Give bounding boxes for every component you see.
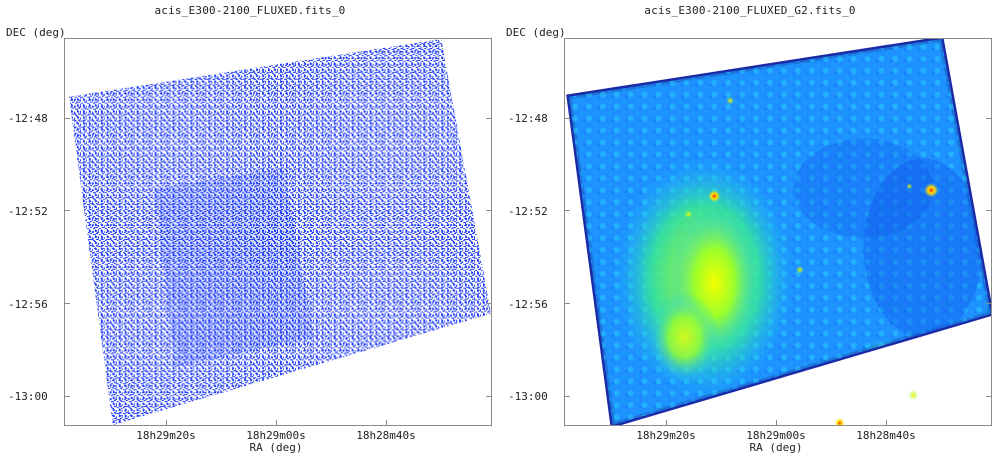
image-frame-left[interactable] [64,38,492,426]
point-source[interactable] [726,96,735,105]
y-tick-label: -12:52 [508,205,548,218]
y-tick-label: -13:00 [8,390,48,403]
x-tick-label: 18h29m20s [136,429,196,442]
x-tick-label: 18h29m00s [246,429,306,442]
point-source[interactable] [908,390,919,401]
left-image-panel: acis_E300-2100_FLUXED.fits_0 DEC (deg) [6,4,492,454]
y-tick-label: -12:52 [8,205,48,218]
image-frame-right[interactable] [564,38,992,426]
smoothed-flux-image [566,39,991,425]
point-source[interactable] [795,265,804,274]
y-tick-label: -13:00 [508,390,548,403]
x-axis-label-left: RA (deg) [249,441,303,454]
x-tick-label: 18h28m40s [356,429,416,442]
point-source[interactable] [906,183,913,190]
x-tick-label: 18h28m40s [856,429,916,442]
panel-title-right: acis_E300-2100_FLUXED_G2.fits_0 [644,4,856,17]
y-tick-label: -12:48 [8,112,48,125]
point-source[interactable] [834,418,845,425]
y-tick-label: -12:56 [508,298,548,311]
point-source[interactable] [684,210,693,219]
x-tick-label: 18h29m00s [746,429,806,442]
y-tick-label: -12:48 [508,112,548,125]
y-tick-label: -12:56 [8,298,48,311]
y-axis-label-right: DEC (deg) [506,26,566,39]
point-source[interactable] [924,183,939,198]
y-axis-label-left: DEC (deg) [6,26,66,39]
point-source[interactable] [708,190,721,203]
right-image-panel: acis_E300-2100_FLUXED_G2.fits_0 DEC (deg… [500,0,1000,464]
raw-flux-image [68,39,491,425]
panel-title-left: acis_E300-2100_FLUXED.fits_0 [154,4,346,17]
x-axis-label-right: RA (deg) [749,441,803,454]
x-tick-label: 18h29m20s [636,429,696,442]
